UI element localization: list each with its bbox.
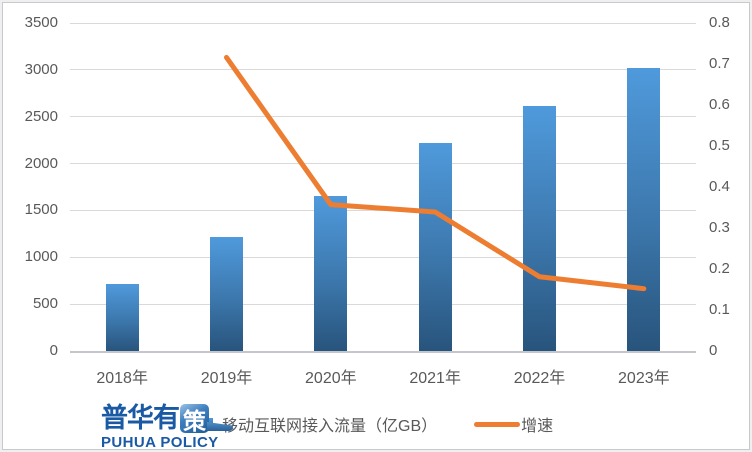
logo-cn-main: 普华有: [101, 403, 180, 433]
y-right-tick-0: 0: [709, 342, 718, 359]
gridline-2000: [70, 163, 696, 165]
bar-series-label: 移动互联网接入流量（亿GB）: [222, 418, 438, 435]
bar-2022年: [523, 105, 556, 351]
y-left-tick-500: 500: [32, 295, 58, 313]
logo-english-name: PUHUA POLICY: [101, 434, 219, 451]
x-label-2021年: 2021年: [409, 370, 461, 387]
puhua-policy-logo: 普华有 策 PUHUA POLICY: [101, 401, 233, 451]
gridline-2500: [70, 116, 696, 118]
y-left-tick-3000: 3000: [24, 60, 58, 78]
y-right-tick-0.8: 0.8: [709, 14, 730, 31]
bar-2020年: [314, 195, 348, 351]
gridline-3500: [70, 22, 696, 24]
x-label-2018年: 2018年: [96, 370, 148, 387]
y-left-tick-3500: 3500: [24, 14, 58, 31]
y-left-tick-1000: 1000: [24, 248, 58, 266]
logo-cn-accent: 策: [180, 404, 209, 434]
line-series-label: 增速: [521, 418, 554, 435]
y-right-tick-0.5: 0.5: [709, 137, 730, 154]
gridline-0: [70, 350, 696, 353]
gridline-1000: [70, 256, 696, 258]
bar-2018年: [105, 284, 139, 351]
x-label-2020年: 2020年: [305, 370, 357, 387]
chart-legend: 移动互联网接入流量（亿GB） 增速: [199, 413, 553, 435]
gridline-1500: [70, 209, 696, 211]
x-label-2019年: 2019年: [200, 370, 253, 387]
y-left-tick-2000: 2000: [24, 154, 58, 172]
bar-2019年: [210, 236, 243, 351]
logo-swoosh-icon: [207, 422, 233, 431]
y-left-tick-2500: 2500: [24, 107, 58, 125]
x-label-2023年: 2023年: [618, 370, 670, 387]
y-right-tick-0.6: 0.6: [709, 96, 730, 113]
line-series-swatch: [474, 421, 521, 427]
y-right-tick-0.4: 0.4: [709, 178, 730, 195]
y-left-tick-1500: 1500: [24, 201, 58, 219]
y-left-tick-0: 0: [49, 342, 58, 359]
y-right-tick-0.1: 0.1: [709, 301, 730, 318]
y-right-tick-0.2: 0.2: [709, 260, 730, 277]
y-right-tick-0.7: 0.7: [709, 55, 730, 72]
gridline-500: [70, 303, 696, 305]
x-label-2022年: 2022年: [513, 370, 566, 387]
logo-chinese-name: 普华有 策: [101, 401, 233, 434]
bar-2021年: [418, 143, 452, 351]
bar-2023年: [627, 68, 661, 351]
gridline-3000: [70, 69, 696, 71]
y-right-tick-0.3: 0.3: [709, 219, 730, 236]
